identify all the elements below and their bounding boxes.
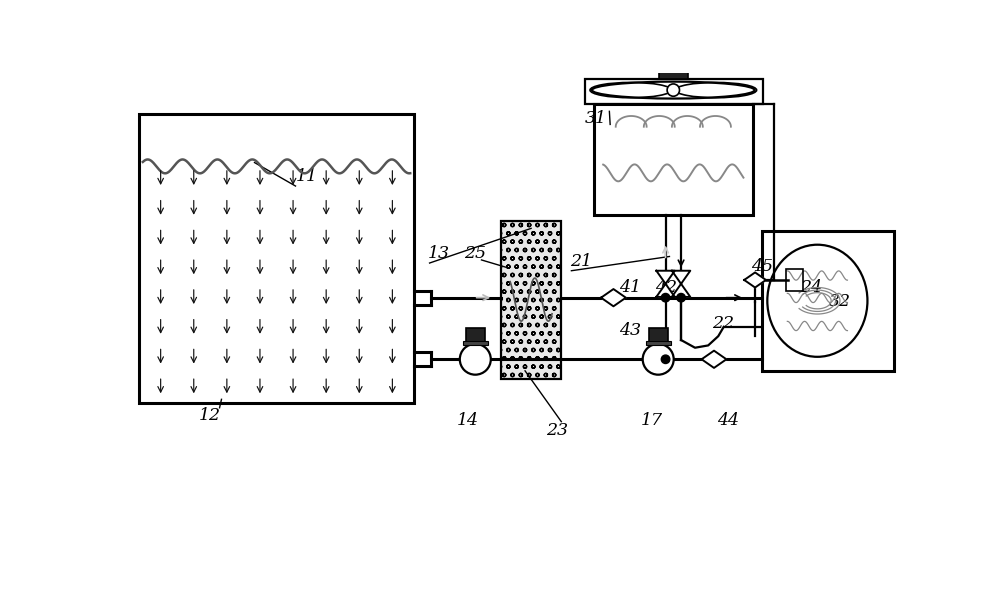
Polygon shape xyxy=(672,284,690,297)
Text: 25: 25 xyxy=(464,245,486,262)
Text: 13: 13 xyxy=(428,245,450,262)
Text: 43: 43 xyxy=(619,322,641,339)
Text: 22: 22 xyxy=(712,314,734,331)
Text: 32: 32 xyxy=(829,293,851,310)
Bar xyxy=(585,79,763,104)
Bar xyxy=(649,328,668,343)
Bar xyxy=(786,269,803,291)
Polygon shape xyxy=(744,273,766,288)
Circle shape xyxy=(667,84,680,97)
Bar xyxy=(466,328,485,343)
Circle shape xyxy=(661,293,670,302)
Text: 11: 11 xyxy=(296,168,318,185)
Bar xyxy=(646,341,671,345)
Text: 31: 31 xyxy=(585,110,607,127)
Text: 14: 14 xyxy=(457,412,479,429)
Text: 17: 17 xyxy=(641,412,663,429)
Circle shape xyxy=(661,355,670,364)
Polygon shape xyxy=(702,351,726,368)
Bar xyxy=(594,104,753,215)
Text: 12: 12 xyxy=(199,407,221,424)
Polygon shape xyxy=(656,271,675,284)
Bar xyxy=(463,341,488,345)
Text: 41: 41 xyxy=(619,279,641,296)
Text: 24: 24 xyxy=(800,279,822,296)
Text: 23: 23 xyxy=(546,422,568,439)
Text: 42: 42 xyxy=(655,279,677,296)
Bar xyxy=(762,231,894,371)
Bar xyxy=(659,56,688,79)
Polygon shape xyxy=(656,284,675,297)
Circle shape xyxy=(460,344,491,375)
Polygon shape xyxy=(601,289,626,307)
Text: 45: 45 xyxy=(751,259,773,276)
Circle shape xyxy=(677,293,685,302)
Text: 21: 21 xyxy=(570,253,592,270)
Bar xyxy=(139,115,414,403)
Polygon shape xyxy=(672,271,690,284)
Bar xyxy=(501,221,561,379)
Circle shape xyxy=(643,344,674,375)
Text: 44: 44 xyxy=(717,412,739,429)
